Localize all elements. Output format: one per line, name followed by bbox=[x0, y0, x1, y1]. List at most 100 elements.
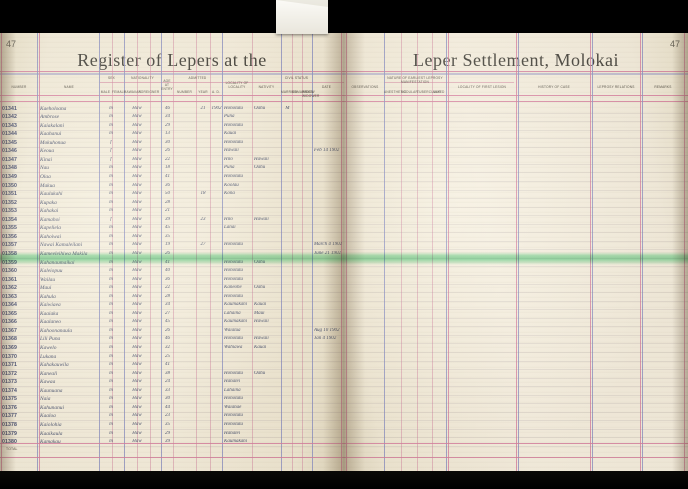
cell-sex: m bbox=[109, 191, 113, 197]
cell-locality: Honolulu bbox=[224, 421, 243, 427]
cell-nativity: Oahu bbox=[254, 285, 266, 291]
cell-number: 01370 bbox=[2, 353, 17, 360]
cell-number: 01366 bbox=[2, 319, 17, 326]
cell-num2: 27 bbox=[200, 242, 206, 248]
cell-sex: m bbox=[109, 105, 113, 111]
cell-locality: Hanalei bbox=[224, 430, 241, 436]
cell-number: 01376 bbox=[2, 404, 17, 411]
cell-nat: Haw bbox=[132, 353, 142, 359]
cell-nat: Haw bbox=[132, 285, 142, 291]
cell-locality: Honolulu bbox=[224, 336, 243, 342]
cell-number: 01357 bbox=[2, 242, 17, 249]
cell-name: Kaaloa bbox=[40, 413, 56, 420]
cell-name: Kawelo bbox=[40, 345, 57, 351]
cell-sex: m bbox=[109, 259, 113, 265]
cell-sex: m bbox=[109, 413, 113, 419]
cell-age: 32 bbox=[165, 345, 170, 350]
cell-sex: m bbox=[109, 302, 113, 308]
cell-sex: m bbox=[109, 165, 113, 171]
cell-age: 27 bbox=[165, 310, 170, 316]
cell-number: 01360 bbox=[2, 268, 17, 275]
col-header-relations: Leprosy Relations bbox=[597, 85, 635, 89]
col-header-civil-widow: Widow Widower bbox=[302, 90, 320, 98]
col-header-name: Name bbox=[63, 85, 74, 89]
cell-age: 45 bbox=[165, 225, 170, 231]
cell-age: 35 bbox=[165, 233, 170, 239]
cell-sex: m bbox=[109, 131, 113, 137]
cell-nat: Haw bbox=[132, 174, 142, 179]
cell-name: Kahakauwila bbox=[40, 362, 69, 369]
cell-name: Kupaka bbox=[40, 199, 57, 206]
cell-name: Kaeholoana bbox=[40, 105, 67, 112]
col-header-sex: Sex bbox=[108, 76, 115, 80]
cell-name: Kaneali bbox=[40, 370, 58, 377]
cell-locality: Lanai bbox=[224, 225, 236, 231]
col-header-civil-unmarried: Unmarried bbox=[292, 90, 313, 94]
cell-number: 01342 bbox=[2, 114, 17, 121]
cell-locality: Hawaii bbox=[224, 148, 239, 154]
cell-date: June 21 1902 bbox=[314, 250, 341, 256]
cell-date: Jan 4 1902 bbox=[314, 336, 337, 342]
cell-locality: Puna bbox=[224, 114, 235, 120]
cell-age: 34 bbox=[165, 302, 170, 308]
cell-locality: Honolulu bbox=[224, 122, 243, 128]
cell-nat: Haw bbox=[132, 430, 142, 436]
cell-locality: Honolulu bbox=[224, 396, 243, 402]
cell-locality: Lahaina bbox=[224, 310, 241, 316]
cell-nat: Haw bbox=[132, 268, 142, 274]
cell-number: 01378 bbox=[2, 421, 17, 428]
cell-num2: 21 bbox=[200, 105, 206, 111]
cell-number: 01343 bbox=[2, 122, 17, 129]
col-header-nativity: Nativity bbox=[258, 85, 275, 89]
cell-sex: m bbox=[109, 379, 113, 385]
cell-nat: Haw bbox=[132, 208, 142, 214]
cell-locality: Honolulu bbox=[224, 276, 243, 282]
page-title-right: Leper Settlement, Molokai bbox=[413, 50, 619, 70]
cell-nat: Haw bbox=[132, 250, 142, 256]
cell-age: 26 bbox=[165, 148, 170, 154]
cell-name: Olaa bbox=[40, 174, 51, 180]
cell-nat: Haw bbox=[132, 216, 142, 222]
cell-number: 01362 bbox=[2, 285, 17, 292]
cell-nat: Haw bbox=[132, 345, 142, 350]
cell-sex: m bbox=[109, 327, 113, 333]
cell-nat: Haw bbox=[132, 148, 142, 154]
col-header-anesthetic: Anesthetic bbox=[384, 90, 407, 94]
cell-locality: Lahaina bbox=[224, 387, 241, 393]
cell-sex: m bbox=[109, 182, 113, 188]
cell-name: Kahunanui bbox=[40, 404, 64, 411]
cell-locality: Honolulu bbox=[224, 370, 243, 376]
cell-num2: 18 bbox=[200, 191, 206, 197]
cell-nativity: Hawaii bbox=[254, 319, 269, 325]
cell-name: Kameeleihiwa Makila bbox=[40, 250, 88, 257]
cell-nat: Haw bbox=[132, 319, 142, 325]
cell-number: 01371 bbox=[2, 362, 17, 369]
cell-number: 01374 bbox=[2, 387, 17, 394]
col-header-age: Age at Entry bbox=[161, 79, 173, 91]
cell-nat: Haw bbox=[132, 276, 142, 282]
cell-name: Kamahoi bbox=[40, 216, 60, 223]
cell-sex: f bbox=[110, 216, 112, 222]
cell-sex: m bbox=[109, 421, 113, 427]
cell-nativity: Hawaii bbox=[254, 216, 269, 222]
cell-locality: Puna bbox=[224, 165, 235, 171]
cell-nat: Haw bbox=[132, 225, 142, 231]
cell-number: 01355 bbox=[2, 225, 17, 232]
cell-name: Kaiwiaea bbox=[40, 302, 61, 309]
cell-nativity: Kauai bbox=[254, 302, 267, 308]
cell-sex: m bbox=[109, 293, 113, 299]
cell-nat: Haw bbox=[132, 302, 142, 308]
cell-nat: Haw bbox=[132, 370, 142, 376]
col-header-civil: Civil Status bbox=[284, 76, 309, 80]
cell-number: 01347 bbox=[2, 156, 17, 163]
cell-number: 01358 bbox=[2, 250, 17, 257]
cell-sex: m bbox=[109, 345, 113, 350]
cell-age: 38 bbox=[165, 370, 170, 376]
cell-name: Kahoiwai bbox=[40, 233, 61, 240]
cell-name: Lukana bbox=[40, 353, 57, 360]
cell-sex: m bbox=[109, 122, 113, 128]
cell-locality: Kaumakani bbox=[224, 319, 248, 325]
cell-locality: Honolulu bbox=[224, 139, 243, 145]
col-header-adm-year: Year bbox=[198, 90, 208, 94]
cell-locality: Kaumakani bbox=[224, 439, 248, 445]
